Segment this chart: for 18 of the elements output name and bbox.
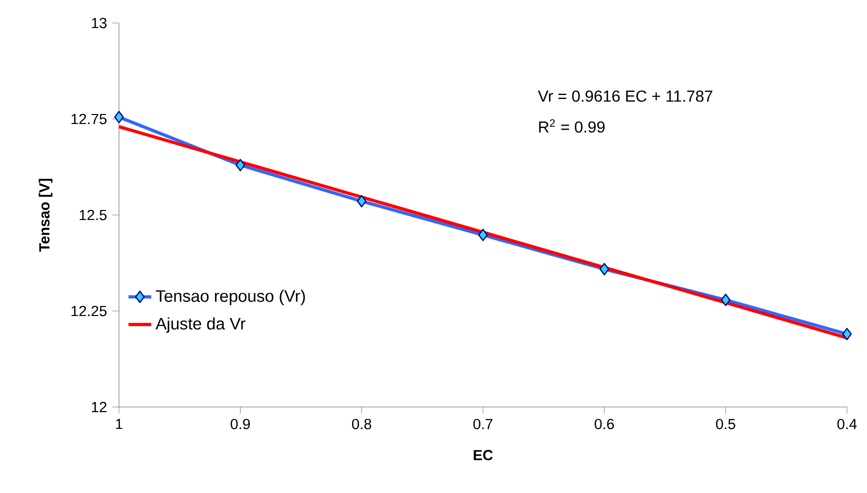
legend-label: Tensao repouso (Vr) [156,290,305,306]
x-tick-label: 1 [116,418,122,429]
y-tick-label: 13 [92,18,107,28]
y-tick-label: 12.75 [72,114,107,124]
x-tick-label: 0.5 [716,418,736,430]
x-tick-label: 0.9 [230,418,250,430]
annotation: R$^{2}$ = 0.99 [539,119,605,133]
x-tick-label: 0.7 [473,418,492,430]
x-tick-label: 0.8 [352,418,372,430]
legend-label: Ajuste da Vr [156,317,246,333]
y-axis-title: Tensao [V] [38,178,52,252]
y-tick-label: 12.25 [72,306,107,316]
annotation: Vr = 0.9616 EC + 11.787 [538,90,712,102]
y-tick-label: 12 [92,402,106,412]
y-tick-label: 12.5 [80,210,107,220]
x-tick-label: 0.6 [594,418,614,430]
x-tick-label: 0.4 [837,418,857,430]
x-axis-title: EC [474,450,493,460]
